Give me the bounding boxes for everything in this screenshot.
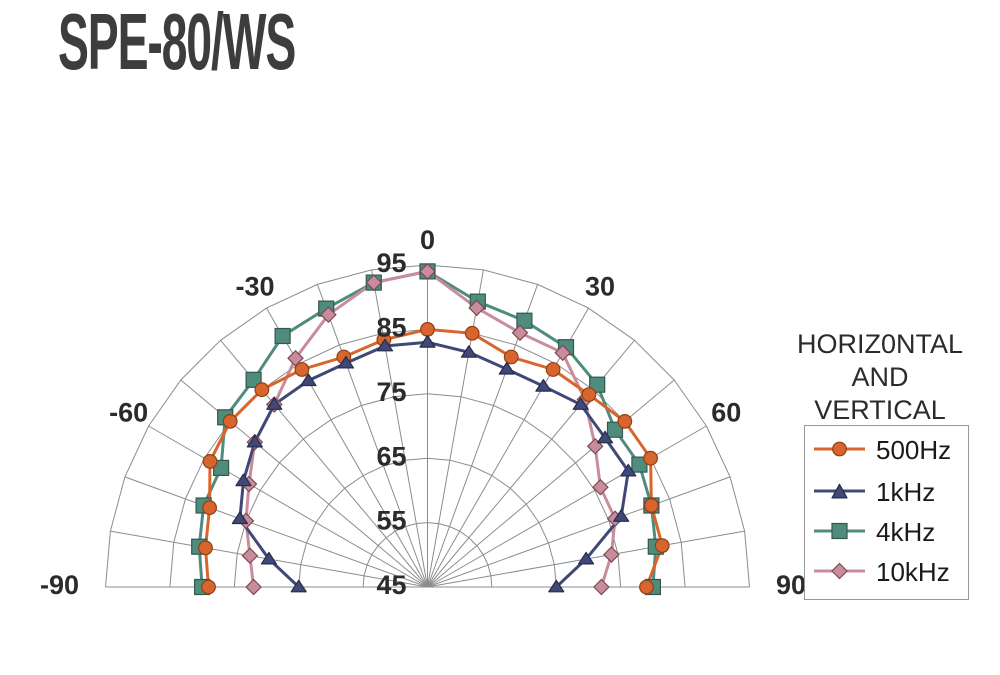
- svg-text:1kHz: 1kHz: [876, 477, 935, 507]
- svg-text:4kHz: 4kHz: [876, 517, 935, 547]
- svg-text:500Hz: 500Hz: [876, 435, 951, 465]
- svg-text:10kHz: 10kHz: [876, 557, 950, 587]
